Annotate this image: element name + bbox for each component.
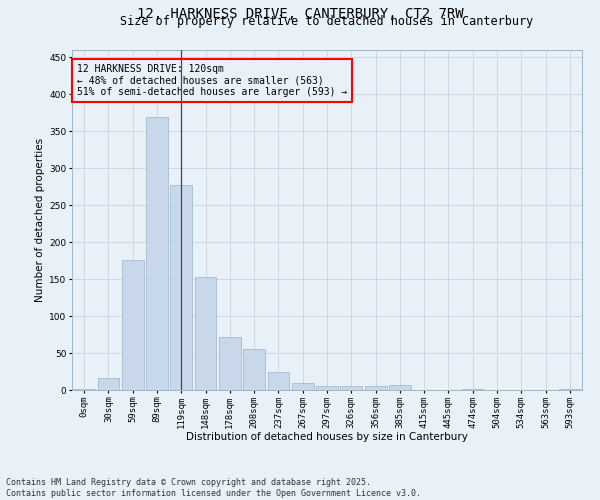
- Bar: [194, 277, 217, 390]
- X-axis label: Distribution of detached houses by size in Canterbury: Distribution of detached houses by size …: [186, 432, 468, 442]
- Text: Contains HM Land Registry data © Crown copyright and database right 2025.
Contai: Contains HM Land Registry data © Crown c…: [6, 478, 421, 498]
- Bar: [316, 386, 338, 390]
- Text: 12, HARKNESS DRIVE, CANTERBURY, CT2 7RW: 12, HARKNESS DRIVE, CANTERBURY, CT2 7RW: [137, 8, 463, 22]
- Text: 12 HARKNESS DRIVE: 120sqm
← 48% of detached houses are smaller (563)
51% of semi: 12 HARKNESS DRIVE: 120sqm ← 48% of detac…: [77, 64, 347, 97]
- Bar: [97, 378, 119, 390]
- Bar: [170, 186, 192, 390]
- Y-axis label: Number of detached properties: Number of detached properties: [35, 138, 45, 302]
- Bar: [365, 386, 386, 390]
- Bar: [219, 337, 241, 390]
- Bar: [122, 260, 143, 390]
- Bar: [292, 382, 314, 390]
- Title: Size of property relative to detached houses in Canterbury: Size of property relative to detached ho…: [121, 15, 533, 28]
- Bar: [340, 386, 362, 390]
- Bar: [389, 385, 411, 390]
- Bar: [243, 350, 265, 390]
- Bar: [73, 388, 95, 390]
- Bar: [268, 372, 289, 390]
- Bar: [146, 116, 168, 390]
